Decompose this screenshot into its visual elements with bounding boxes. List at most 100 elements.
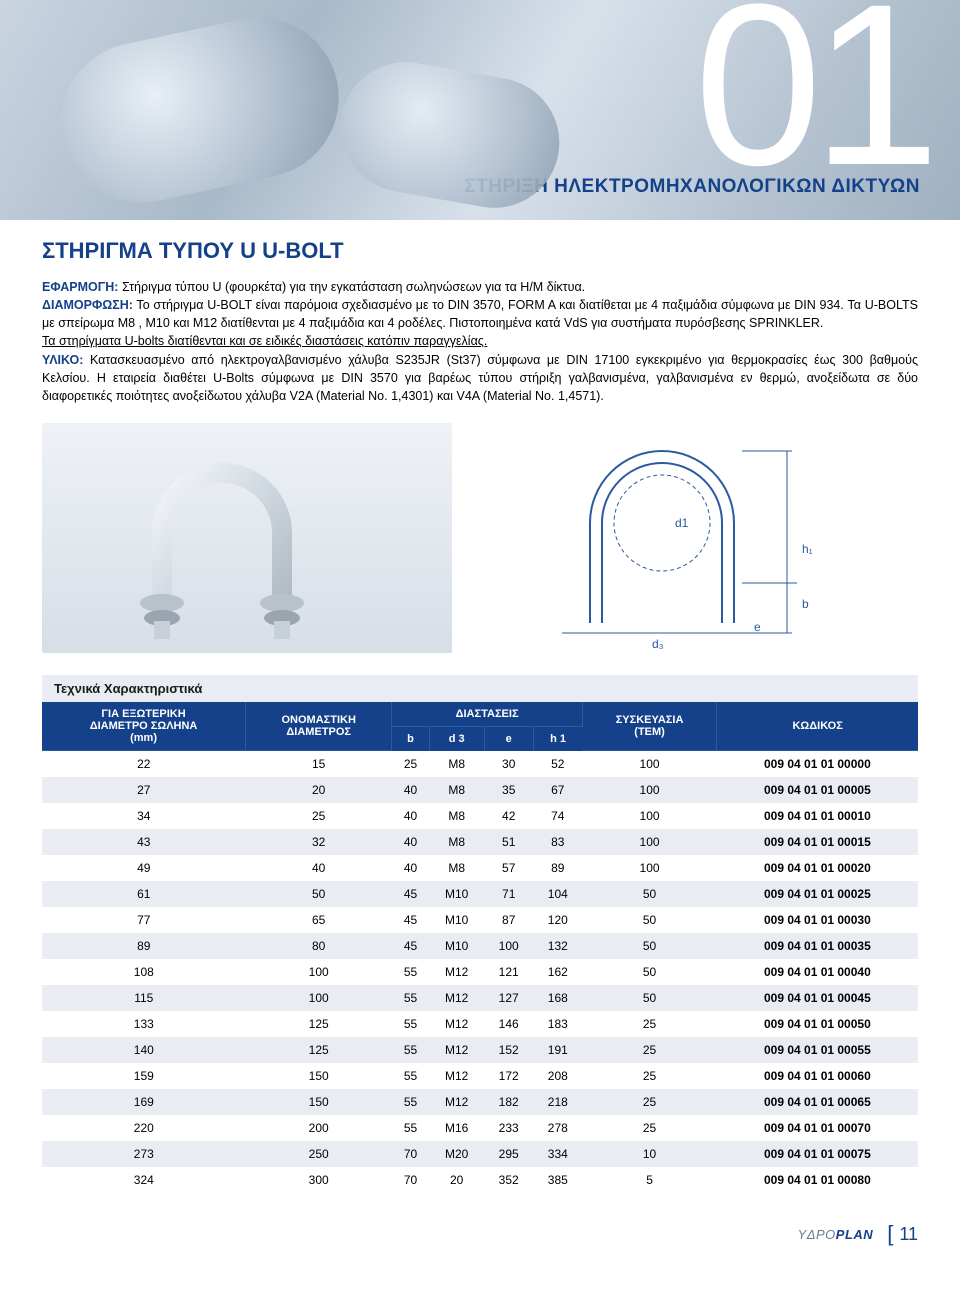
product-photo (42, 423, 452, 653)
cell-e: 182 (484, 1089, 533, 1115)
diagram-svg: d1 d₃ h₁ b e (502, 423, 862, 653)
cell-od: 273 (42, 1141, 246, 1167)
tech-spec-title: Τεχνικά Χαρακτηριστικά (42, 675, 918, 702)
cell-pack: 50 (582, 959, 716, 985)
table-row: 32430070203523855009 04 01 01 00080 (42, 1167, 918, 1193)
cell-pack: 50 (582, 985, 716, 1011)
cell-pack: 25 (582, 1037, 716, 1063)
cell-dn: 100 (246, 959, 392, 985)
th-e: e (484, 726, 533, 751)
cell-code: 009 04 01 01 00035 (717, 933, 918, 959)
cell-dn: 15 (246, 751, 392, 778)
cell-h1: 89 (533, 855, 582, 881)
cell-dn: 125 (246, 1037, 392, 1063)
cell-b: 40 (392, 777, 429, 803)
th-outer-dia: ΓΙΑ ΕΞΩΤΕΡΙΚΗ ΔΙΑΜΕΤΡΟ ΣΩΛΗΝΑ (mm) (42, 702, 246, 751)
cell-code: 009 04 01 01 00045 (717, 985, 918, 1011)
cell-pack: 50 (582, 881, 716, 907)
cell-e: 233 (484, 1115, 533, 1141)
dia-text: Το στήριγμα U-BOLT είναι παρόμοια σχεδια… (42, 298, 918, 330)
cell-b: 55 (392, 1037, 429, 1063)
table-row: 342540M84274100009 04 01 01 00010 (42, 803, 918, 829)
cell-dn: 125 (246, 1011, 392, 1037)
cell-d3: 20 (429, 1167, 484, 1193)
diagram-label-e: e (754, 620, 761, 634)
cell-d3: M8 (429, 803, 484, 829)
cell-b: 55 (392, 1089, 429, 1115)
cell-d3: M8 (429, 751, 484, 778)
table-row: 13312555M1214618325009 04 01 01 00050 (42, 1011, 918, 1037)
th-code: ΚΩΔΙΚΟΣ (717, 702, 918, 751)
cell-code: 009 04 01 01 00075 (717, 1141, 918, 1167)
cell-d3: M12 (429, 1063, 484, 1089)
page-number: 11 (899, 1224, 918, 1245)
th-dimensions-group: ΔΙΑΣΤΑΣΕΙΣ (392, 702, 583, 727)
cell-pack: 100 (582, 751, 716, 778)
cell-h1: 168 (533, 985, 582, 1011)
cell-h1: 162 (533, 959, 582, 985)
diagram-label-d3: d₃ (652, 637, 664, 651)
cell-h1: 74 (533, 803, 582, 829)
cell-h1: 120 (533, 907, 582, 933)
dia-label: ΔΙΑΜΟΡΦΩΣΗ: (42, 298, 133, 312)
cell-d3: M8 (429, 829, 484, 855)
cell-h1: 52 (533, 751, 582, 778)
hero-banner: 01 ΣΤΗΡΙΞΗ ΗΛΕΚΤΡΟΜΗΧΑΝΟΛΟΓΙΚΩΝ ΔΙΚΤΥΩΝ (0, 0, 960, 220)
table-row: 22020055M1623327825009 04 01 01 00070 (42, 1115, 918, 1141)
cell-code: 009 04 01 01 00020 (717, 855, 918, 881)
cell-od: 108 (42, 959, 246, 985)
yl-label: ΥΛΙΚΟ: (42, 353, 83, 367)
cell-h1: 191 (533, 1037, 582, 1063)
cell-h1: 334 (533, 1141, 582, 1167)
page-footer: YΔΡΟPLAN [ 11 (0, 1203, 960, 1271)
cell-pack: 100 (582, 855, 716, 881)
brand-logo: YΔΡΟPLAN (798, 1227, 874, 1242)
cell-b: 55 (392, 985, 429, 1011)
cell-pack: 50 (582, 933, 716, 959)
table-row: 10810055M1212116250009 04 01 01 00040 (42, 959, 918, 985)
cell-dn: 50 (246, 881, 392, 907)
cell-dn: 150 (246, 1089, 392, 1115)
cell-dn: 250 (246, 1141, 392, 1167)
cell-d3: M12 (429, 959, 484, 985)
cell-h1: 104 (533, 881, 582, 907)
cell-b: 45 (392, 907, 429, 933)
cell-od: 34 (42, 803, 246, 829)
cell-code: 009 04 01 01 00000 (717, 751, 918, 778)
cell-code: 009 04 01 01 00050 (717, 1011, 918, 1037)
cell-pack: 5 (582, 1167, 716, 1193)
cell-b: 55 (392, 959, 429, 985)
cell-b: 40 (392, 829, 429, 855)
cell-b: 40 (392, 803, 429, 829)
cell-e: 172 (484, 1063, 533, 1089)
table-row: 433240M85183100009 04 01 01 00015 (42, 829, 918, 855)
cell-code: 009 04 01 01 00030 (717, 907, 918, 933)
cell-pack: 100 (582, 829, 716, 855)
table-row: 15915055M1217220825009 04 01 01 00060 (42, 1063, 918, 1089)
cell-dn: 80 (246, 933, 392, 959)
cell-code: 009 04 01 01 00080 (717, 1167, 918, 1193)
section-title: ΣΤΗΡΙΞΗ ΗΛΕΚΤΡΟΜΗΧΑΝΟΛΟΓΙΚΩΝ ΔΙΚΤΥΩΝ (464, 176, 920, 198)
cell-d3: M12 (429, 1037, 484, 1063)
cell-code: 009 04 01 01 00005 (717, 777, 918, 803)
cell-code: 009 04 01 01 00040 (717, 959, 918, 985)
cell-code: 009 04 01 01 00025 (717, 881, 918, 907)
cell-b: 55 (392, 1115, 429, 1141)
th-h1: h 1 (533, 726, 582, 751)
cell-d3: M16 (429, 1115, 484, 1141)
cell-e: 35 (484, 777, 533, 803)
cell-code: 009 04 01 01 00015 (717, 829, 918, 855)
ef-text: Στήριγμα τύπου U (φουρκέτα) για την εγκα… (118, 280, 585, 294)
cell-e: 51 (484, 829, 533, 855)
cell-od: 49 (42, 855, 246, 881)
diagram-label-b: b (802, 597, 809, 611)
cell-d3: M10 (429, 933, 484, 959)
cell-d3: M10 (429, 881, 484, 907)
th-nominal-dia: ΟΝΟΜΑΣΤΙΚΗ ΔΙΑΜΕΤΡΟΣ (246, 702, 392, 751)
cell-code: 009 04 01 01 00060 (717, 1063, 918, 1089)
cell-d3: M20 (429, 1141, 484, 1167)
cell-od: 43 (42, 829, 246, 855)
cell-b: 70 (392, 1141, 429, 1167)
page-number-wrap: [ 11 (887, 1221, 918, 1247)
cell-od: 77 (42, 907, 246, 933)
